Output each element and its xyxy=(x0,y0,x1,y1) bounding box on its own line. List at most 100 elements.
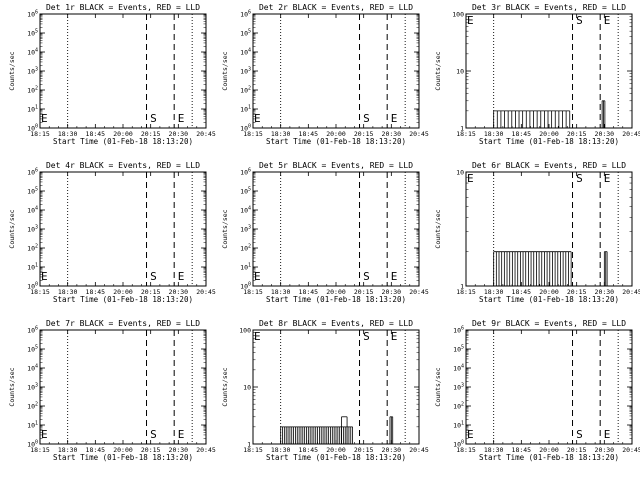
y-tick-label: 105 xyxy=(240,29,251,38)
x-tick-label: 18:45 xyxy=(86,446,106,454)
marker-label: E xyxy=(254,270,261,283)
x-tick-label: 20:00 xyxy=(326,446,346,454)
y-tick-label: 10 xyxy=(456,68,464,76)
y-tick-label: 105 xyxy=(27,29,38,38)
y-tick-label: 101 xyxy=(240,105,251,114)
marker-label: E xyxy=(41,112,48,125)
y-axis-label: Counts/sec xyxy=(8,209,16,248)
y-tick-label: 1 xyxy=(460,283,464,291)
x-tick-label: 20:30 xyxy=(595,288,615,296)
x-tick-label: 18:30 xyxy=(271,130,291,138)
x-tick-label: 18:45 xyxy=(512,130,532,138)
y-tick-label: 102 xyxy=(240,244,251,253)
y-tick-label: 106 xyxy=(453,326,464,335)
chart-panel-7: Det 7r BLACK = Events, RED = LLD 18:15 18:… xyxy=(8,319,216,462)
chart-title: Det 9r BLACK = Events, RED = LLD xyxy=(472,319,626,328)
y-tick-label: 100 xyxy=(240,282,251,291)
x-tick-label: 18:30 xyxy=(58,130,78,138)
y-tick-label: 102 xyxy=(453,402,464,411)
marker-label: E xyxy=(391,270,398,283)
y-axis-label: Counts/sec xyxy=(434,367,442,406)
y-tick-label: 105 xyxy=(27,345,38,354)
x-tick-label: 18:15 xyxy=(456,130,476,138)
chart-panel-4: Det 4r BLACK = Events, RED = LLD 18:15 18:… xyxy=(8,161,216,304)
marker-label: S xyxy=(363,112,370,125)
y-tick-label: 10 xyxy=(243,384,251,392)
x-axis-label: Start Time (01-Feb-18 18:13:20) xyxy=(53,453,193,462)
x-tick-label: 20:00 xyxy=(326,130,346,138)
marker-label: S xyxy=(150,270,157,283)
marker-label: E xyxy=(178,428,185,441)
y-tick-label: 100 xyxy=(452,11,464,19)
x-axis-label: Start Time (01-Feb-18 18:13:20) xyxy=(266,453,406,462)
plot-frame xyxy=(39,171,207,287)
x-axis-label: Start Time (01-Feb-18 18:13:20) xyxy=(53,295,193,304)
chart-panel-3: Det 3r BLACK = Events, RED = LLD 18:15 18:… xyxy=(434,3,640,146)
y-tick-label: 106 xyxy=(27,326,38,335)
y-tick-label: 101 xyxy=(453,421,464,430)
marker-label: S xyxy=(576,14,583,27)
x-tick-label: 18:45 xyxy=(512,446,532,454)
y-tick-label: 105 xyxy=(27,187,38,196)
y-tick-label: 10 xyxy=(456,169,464,177)
x-tick-label: 18:15 xyxy=(456,288,476,296)
x-tick-label: 20:30 xyxy=(169,130,189,138)
x-tick-label: 20:30 xyxy=(382,130,402,138)
x-tick-label: 20:30 xyxy=(169,288,189,296)
chart-panel-6: Det 6r BLACK = Events, RED = LLD 18:15 18:… xyxy=(434,161,640,304)
y-tick-label: 104 xyxy=(27,364,38,373)
y-tick-label: 103 xyxy=(453,383,464,392)
y-tick-label: 104 xyxy=(27,48,38,57)
x-tick-label: 20:30 xyxy=(595,446,615,454)
x-tick-label: 20:30 xyxy=(382,446,402,454)
marker-label: E xyxy=(604,14,611,27)
x-tick-label: 18:30 xyxy=(58,288,78,296)
x-tick-label: 18:30 xyxy=(484,446,504,454)
chart-title: Det 3r BLACK = Events, RED = LLD xyxy=(472,3,626,12)
y-tick-label: 101 xyxy=(27,421,38,430)
marker-label: S xyxy=(150,428,157,441)
marker-label: E xyxy=(604,172,611,185)
x-tick-label: 18:45 xyxy=(86,130,106,138)
marker-label: S xyxy=(363,270,370,283)
y-axis-label: Counts/sec xyxy=(434,51,442,90)
x-tick-label: 20:00 xyxy=(539,288,559,296)
marker-label: E xyxy=(467,172,474,185)
y-tick-label: 104 xyxy=(27,206,38,215)
y-tick-label: 100 xyxy=(27,124,38,133)
y-axis-label: Counts/sec xyxy=(221,367,229,406)
chart-title: Det 8r BLACK = Events, RED = LLD xyxy=(259,319,413,328)
y-tick-label: 106 xyxy=(27,168,38,177)
y-axis-label: Counts/sec xyxy=(434,209,442,248)
x-axis-label: Start Time (01-Feb-18 18:13:20) xyxy=(266,137,406,146)
marker-label: E xyxy=(391,330,398,343)
x-tick-label: 20:45 xyxy=(622,288,640,296)
y-axis-label: Counts/sec xyxy=(221,51,229,90)
y-tick-label: 102 xyxy=(27,402,38,411)
chart-title: Det 6r BLACK = Events, RED = LLD xyxy=(472,161,626,170)
x-tick-label: 20:30 xyxy=(169,446,189,454)
x-tick-label: 18:15 xyxy=(30,446,50,454)
marker-label: E xyxy=(178,270,185,283)
x-tick-label: 20:00 xyxy=(113,446,133,454)
x-tick-label: 20:45 xyxy=(196,130,216,138)
plot-frame xyxy=(252,13,420,129)
x-tick-label: 18:45 xyxy=(299,446,319,454)
chart-panel-2: Det 2r BLACK = Events, RED = LLD 18:15 18:… xyxy=(221,3,429,146)
marker-label: E xyxy=(178,112,185,125)
y-tick-label: 103 xyxy=(27,67,38,76)
y-tick-label: 102 xyxy=(240,86,251,95)
marker-label: E xyxy=(391,112,398,125)
y-tick-label: 103 xyxy=(240,67,251,76)
plot-frame xyxy=(252,171,420,287)
y-tick-label: 104 xyxy=(453,364,464,373)
plot-frame xyxy=(465,329,633,445)
chart-title: Det 7r BLACK = Events, RED = LLD xyxy=(46,319,200,328)
x-tick-label: 18:45 xyxy=(299,288,319,296)
y-tick-label: 103 xyxy=(27,383,38,392)
y-axis-label: Counts/sec xyxy=(8,51,16,90)
chart-panel-8: Det 8r BLACK = Events, RED = LLD 18:15 18:… xyxy=(221,319,429,462)
x-tick-label: 20:15 xyxy=(141,130,161,138)
y-tick-label: 100 xyxy=(27,282,38,291)
x-tick-label: 20:45 xyxy=(409,288,429,296)
